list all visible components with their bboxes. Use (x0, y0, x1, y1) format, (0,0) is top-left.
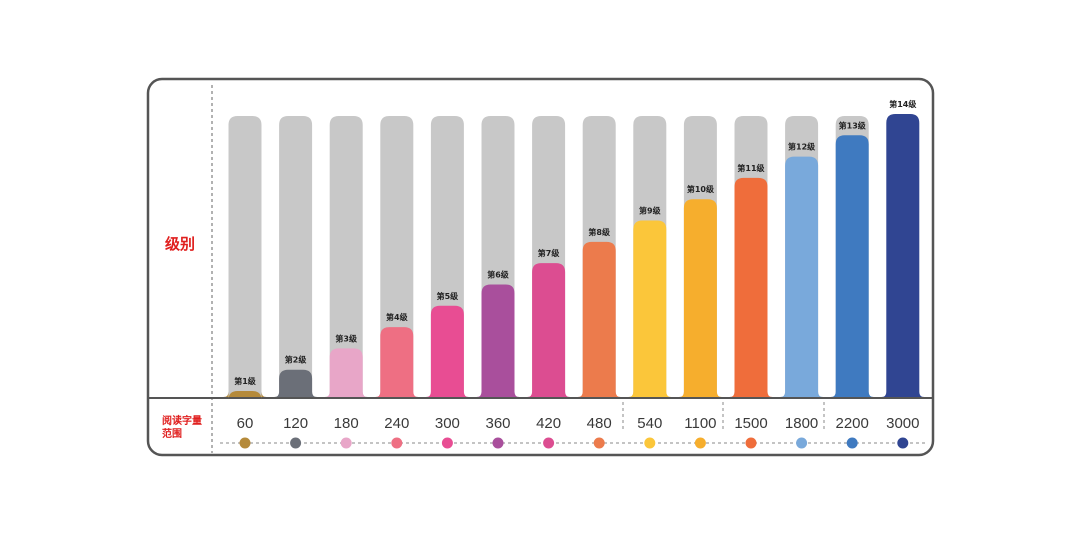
legend-dot-13 (846, 437, 858, 449)
x-axis-label-line2: 范围 (162, 427, 182, 440)
legend-dot-11 (745, 437, 757, 449)
bar-track-1 (223, 116, 267, 397)
category-label-2: 120 (283, 415, 308, 432)
category-label-10: 1100 (684, 415, 716, 432)
legend-dot-2 (290, 437, 302, 449)
category-label-1: 60 (237, 415, 254, 432)
legend-dot-12 (796, 437, 808, 449)
legend-dot-8 (593, 437, 605, 449)
legend-dot-4 (391, 437, 403, 449)
level-label-10: 第10级 (687, 184, 715, 194)
bar-9 (628, 220, 672, 397)
level-label-5: 第5级 (437, 291, 460, 301)
category-label-14: 3000 (886, 415, 919, 432)
bar-track-4 (375, 116, 419, 397)
legend-dot-1 (239, 437, 251, 449)
legend-dot-6 (492, 437, 504, 449)
category-label-12: 1800 (785, 415, 818, 432)
chart-frame (146, 77, 935, 457)
bar-track-3 (324, 116, 368, 397)
category-label-6: 360 (485, 415, 510, 432)
bar-14 (881, 114, 925, 397)
bar-3 (324, 348, 368, 397)
y-axis-label: 级别 (165, 235, 195, 253)
legend-dot-9 (644, 437, 656, 449)
bar-5 (425, 305, 469, 397)
category-label-7: 420 (536, 415, 561, 432)
legend-dot-10 (694, 437, 706, 449)
category-label-11: 1500 (734, 415, 767, 432)
category-label-8: 480 (587, 415, 612, 432)
bar-13 (830, 135, 874, 398)
category-label-5: 300 (435, 415, 460, 432)
level-label-12: 第12级 (788, 142, 816, 152)
bar-10 (678, 199, 722, 397)
bar-12 (780, 156, 824, 397)
level-label-1: 第1级 (234, 376, 257, 386)
level-label-9: 第9级 (639, 206, 662, 216)
bar-6 (476, 284, 520, 397)
bar-track-2 (274, 116, 318, 397)
level-label-8: 第8级 (588, 227, 611, 237)
category-label-4: 240 (384, 415, 409, 432)
level-label-13: 第13级 (839, 120, 867, 130)
bar-1 (223, 391, 267, 400)
bar-8 (577, 241, 621, 397)
legend-dot-5 (441, 437, 453, 449)
bar-11 (729, 177, 773, 397)
level-label-14: 第14级 (889, 99, 917, 109)
legend-dot-3 (340, 437, 352, 449)
bars-layer: 第1级 60 第2级 120 第3级 180 第4级 240 第5级 300 第6级 360 第7级 42… (223, 99, 925, 449)
level-label-3: 第3级 (335, 333, 358, 343)
category-label-9: 540 (637, 415, 662, 432)
legend-dot-7 (543, 437, 555, 449)
bar-2 (274, 369, 318, 397)
level-label-6: 第6级 (487, 269, 510, 279)
legend-dot-14 (897, 437, 909, 449)
level-label-4: 第4级 (386, 312, 409, 322)
level-label-2: 第2级 (285, 355, 308, 365)
level-label-7: 第7级 (538, 248, 561, 258)
bar-7 (527, 263, 571, 397)
category-label-3: 180 (334, 415, 359, 432)
x-axis-label-line1: 阅读字量 (162, 414, 202, 427)
category-label-13: 2200 (836, 415, 869, 432)
level-label-11: 第11级 (737, 163, 765, 173)
bar-4 (375, 327, 419, 397)
